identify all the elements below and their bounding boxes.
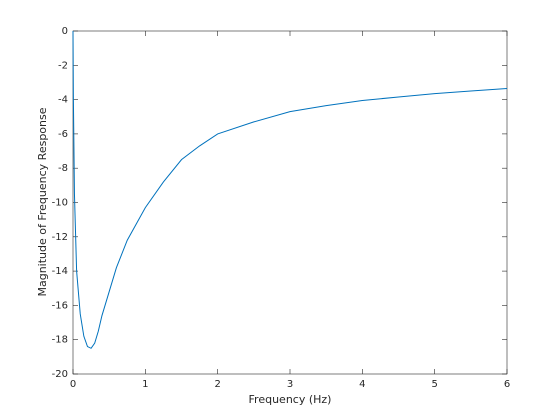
y-axis-label: Magnitude of Frequency Response [36,107,49,296]
x-tick-label: 5 [431,379,437,390]
x-tick-label: 3 [287,379,293,390]
plot-area [72,30,508,375]
x-tick-label: 4 [359,379,365,390]
y-tick-label: -20 [52,369,68,380]
y-tick-label: -18 [52,335,68,346]
x-tick-label: 0 [70,379,76,390]
x-axis-label: Frequency (Hz) [249,393,332,406]
y-tick-label: -2 [58,60,68,71]
y-tick-label: -10 [52,198,68,209]
y-tick-label: -16 [52,300,68,311]
y-tick-label: -14 [52,266,68,277]
y-tick-label: -6 [58,129,68,140]
x-tick-label: 6 [504,379,510,390]
x-tick-label: 1 [142,379,148,390]
y-tick-label: -8 [58,163,68,174]
y-tick-label: 0 [62,26,68,37]
x-tick-label: 2 [214,379,220,390]
line-series [72,30,508,349]
y-tick-label: -4 [58,95,68,106]
y-tick-label: -12 [52,232,68,243]
